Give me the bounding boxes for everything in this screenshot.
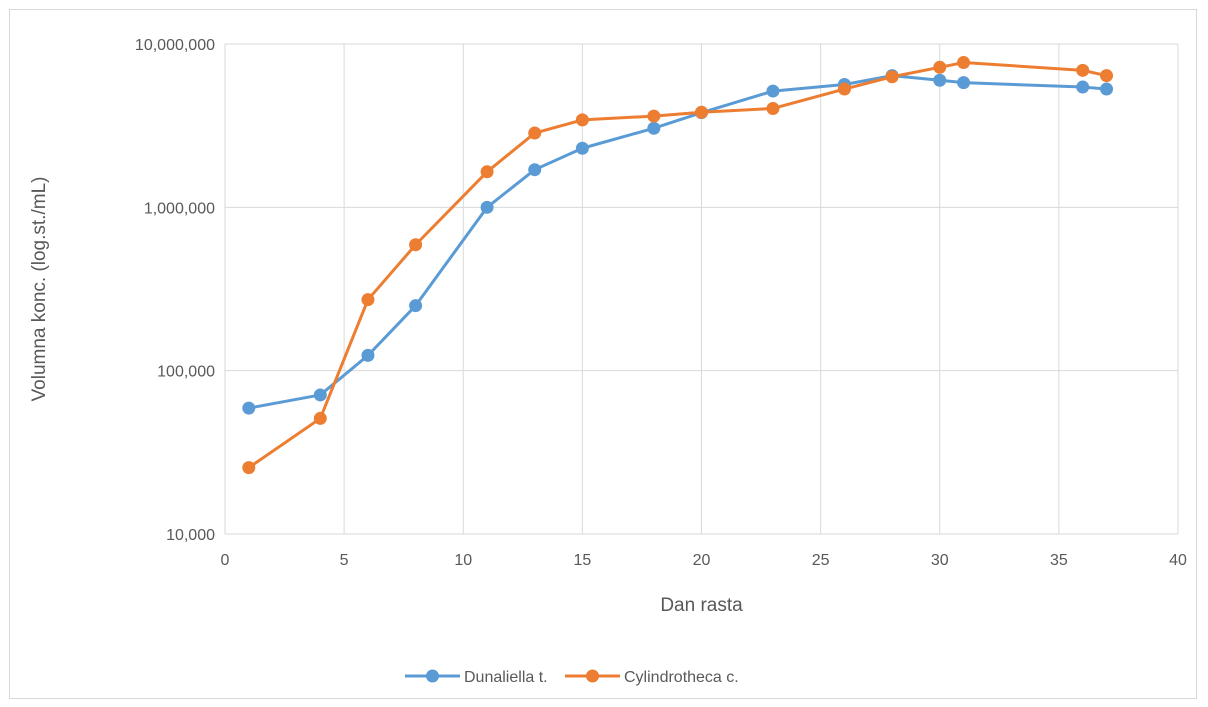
- data-point: [766, 101, 780, 115]
- legend: Dunaliella t. Cylindrotheca c.: [405, 669, 739, 686]
- data-point: [647, 121, 661, 135]
- y-tick-label: 10,000,000: [135, 37, 215, 54]
- x-tick-label: 15: [573, 552, 591, 569]
- legend-item: Cylindrotheca c.: [565, 669, 739, 686]
- data-point: [1076, 80, 1090, 94]
- legend-marker: [426, 669, 439, 683]
- data-point: [361, 348, 375, 362]
- data-point: [766, 84, 780, 98]
- data-point: [242, 461, 256, 475]
- data-point: [409, 238, 423, 252]
- x-tick-label: 40: [1169, 552, 1187, 569]
- legend-label: Dunaliella t.: [464, 669, 548, 686]
- data-point: [528, 126, 542, 140]
- data-point: [361, 293, 375, 307]
- data-point: [313, 388, 327, 402]
- x-tick-label: 30: [931, 552, 949, 569]
- data-point: [409, 299, 423, 313]
- x-tick-label: 5: [340, 552, 349, 569]
- y-axis-title: Volumna konc. (log.st./mL): [29, 177, 50, 402]
- y-tick-label: 10,000: [166, 527, 215, 544]
- gridlines: [224, 43, 1179, 535]
- x-tick-label: 0: [221, 552, 230, 569]
- x-tick-label: 25: [812, 552, 830, 569]
- x-tick-label: 10: [454, 552, 472, 569]
- data-point: [1100, 69, 1114, 83]
- chart-area: [9, 9, 1197, 699]
- data-point: [575, 141, 589, 155]
- data-point: [1076, 63, 1090, 77]
- tick-labels: 0 5 10 15 20 25 30 35 40 10,000 100,000 1,000,000 10…: [135, 37, 1187, 569]
- data-point: [313, 411, 327, 425]
- data-point: [242, 401, 256, 415]
- data-point: [647, 109, 661, 123]
- data-point: [480, 165, 494, 179]
- data-point: [933, 60, 947, 74]
- data-point: [957, 76, 971, 90]
- y-tick-label: 100,000: [157, 364, 215, 381]
- series-line: [247, 61, 1109, 470]
- series-line: [247, 74, 1109, 410]
- data-point: [528, 163, 542, 177]
- data-point: [885, 70, 899, 84]
- legend-item: Dunaliella t.: [405, 669, 548, 686]
- x-tick-label: 20: [693, 552, 711, 569]
- series-lines: [242, 56, 1114, 475]
- data-point: [837, 82, 851, 96]
- legend-marker: [586, 669, 599, 683]
- data-point: [695, 105, 708, 119]
- data-point: [575, 113, 589, 127]
- series-0: [242, 69, 1114, 415]
- data-point: [1100, 82, 1114, 96]
- data-point: [957, 56, 971, 70]
- y-tick-label: 1,000,000: [144, 200, 215, 217]
- series-1: [242, 56, 1114, 475]
- data-point: [933, 73, 947, 87]
- data-point: [480, 200, 494, 214]
- x-tick-label: 35: [1050, 552, 1068, 569]
- x-axis-title: Dan rasta: [660, 595, 743, 616]
- legend-label: Cylindrotheca c.: [624, 669, 739, 686]
